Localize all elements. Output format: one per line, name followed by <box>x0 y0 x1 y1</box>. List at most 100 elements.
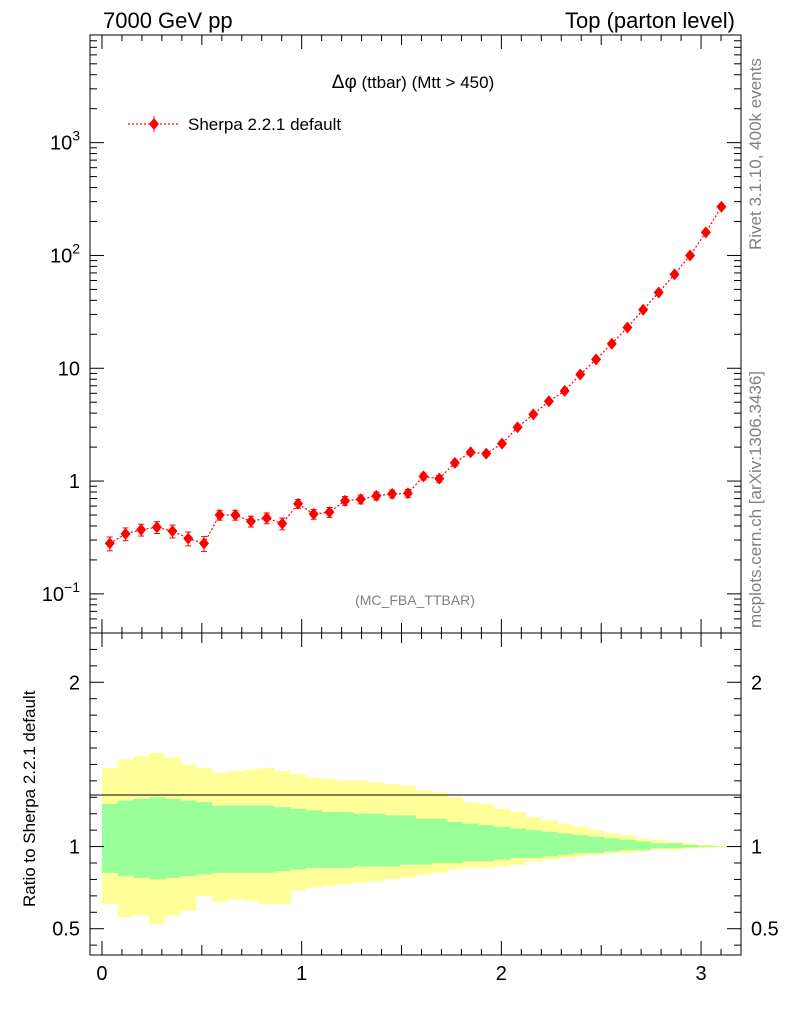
inner-band-bin <box>650 843 668 849</box>
inner-band-bin <box>164 798 181 878</box>
data-point <box>402 487 413 500</box>
rivet-label: Rivet 3.1.10, 400k events <box>746 58 765 250</box>
main-minor-ticks <box>90 34 741 629</box>
inner-band-bin <box>117 800 134 877</box>
data-point <box>638 303 649 316</box>
x-tick-label: 3 <box>695 963 706 985</box>
data-point <box>716 200 727 213</box>
inner-band-bin <box>525 830 542 859</box>
ratio-y-tick-label-left: 0.5 <box>52 919 80 941</box>
data-point <box>512 421 523 434</box>
y-tick-label: 10 <box>58 358 80 380</box>
data-point <box>465 446 476 459</box>
data-point <box>606 337 617 350</box>
inner-band-bin <box>274 807 291 872</box>
data-point <box>387 487 398 500</box>
main-x-ticks <box>101 35 742 633</box>
inner-band-bin <box>431 818 448 863</box>
data-point <box>104 537 115 550</box>
data-point <box>261 512 272 525</box>
data-point <box>434 472 445 485</box>
data-point <box>591 353 602 366</box>
inner-band-bin <box>180 800 197 877</box>
inner-band-bin <box>556 833 573 855</box>
header-left-label: 7000 GeV pp <box>103 8 233 33</box>
data-point <box>293 497 304 510</box>
legend: Sherpa 2.2.1 default <box>128 115 341 134</box>
plot-title: Δφ (ttbar) (Mtt > 450) <box>332 72 494 93</box>
sherpa-series <box>104 200 727 552</box>
plot-title-rest: (ttbar) (Mtt > 450) <box>357 73 494 92</box>
x-tick-label: 0 <box>96 963 107 985</box>
series-line <box>109 206 722 545</box>
inner-band-bin <box>149 797 166 880</box>
inner-band-bin <box>588 836 605 854</box>
y-tick-exponent: 3 <box>72 128 80 144</box>
y-tick-label: 102 <box>50 240 80 267</box>
data-point <box>622 321 633 334</box>
y-tick-exponent: −1 <box>64 579 80 595</box>
data-point <box>481 447 492 460</box>
inner-band-bin <box>509 828 526 859</box>
inner-band-bin <box>290 808 307 870</box>
data-point <box>199 537 210 550</box>
data-point <box>183 532 194 545</box>
x-tick-label: 1 <box>296 963 307 985</box>
ratio-bands <box>101 752 730 924</box>
ratio-ticks: 0.5 0.5 1 1 2 2 0 1 2 3 <box>52 633 779 985</box>
data-point <box>685 249 696 262</box>
inner-band-bin <box>415 818 432 865</box>
y-tick-base: 10 <box>50 133 72 155</box>
inner-band-bin <box>619 840 636 850</box>
data-point <box>355 493 366 506</box>
inner-band-bin <box>243 805 260 873</box>
inner-band-bin <box>462 823 479 862</box>
data-point <box>151 521 162 534</box>
ratio-y-tick-label-right: 2 <box>751 672 762 694</box>
inner-band-bin <box>337 812 354 868</box>
data-point <box>418 470 429 483</box>
y-tick-base: 1 <box>69 471 80 493</box>
y-tick-label: 1 <box>69 471 80 493</box>
mcplots-label: mcplots.cern.ch [arXiv:1306.3436] <box>746 371 765 628</box>
data-point <box>669 268 680 281</box>
inner-band-bin <box>666 843 683 849</box>
inner-band-bin <box>227 805 244 873</box>
ratio-frame <box>89 632 742 956</box>
data-point <box>340 494 351 507</box>
data-point <box>214 509 225 522</box>
data-point <box>136 523 147 536</box>
inner-band-bin <box>196 802 213 875</box>
y-tick-exponent: 2 <box>72 240 80 256</box>
inner-band-bin <box>399 815 417 865</box>
y-tick-label: 10−1 <box>42 579 80 606</box>
data-point <box>308 508 319 521</box>
data-point <box>700 226 711 239</box>
inner-band-bin <box>211 805 228 873</box>
legend-marker <box>149 118 159 130</box>
inner-band-bin <box>352 813 370 867</box>
x-tick-label: 2 <box>496 963 507 985</box>
plot-title-main: Δφ <box>332 72 357 93</box>
inner-band-bin <box>133 798 150 878</box>
inner-band-bin <box>682 844 699 848</box>
ratio-y-tick-label-left: 2 <box>69 672 80 694</box>
inner-band-bin <box>368 813 385 867</box>
ratio-y-axis-label: Ratio to Sherpa 2.2.1 default <box>20 690 39 907</box>
inner-band-bin <box>493 826 511 860</box>
y-tick-base: 10 <box>58 358 80 380</box>
data-point <box>449 456 460 469</box>
inner-band-bin <box>541 831 558 857</box>
ratio-y-tick-label-right: 0.5 <box>751 919 779 941</box>
data-point <box>543 395 554 408</box>
data-point <box>230 509 241 522</box>
inner-band-bin <box>258 805 276 873</box>
ratio-y-tick-label-left: 1 <box>69 837 80 859</box>
inner-band-bin <box>305 810 323 868</box>
inner-band-bin <box>698 845 715 847</box>
ratio-y-tick-label-right: 1 <box>751 837 762 859</box>
legend-label: Sherpa 2.2.1 default <box>188 115 341 134</box>
